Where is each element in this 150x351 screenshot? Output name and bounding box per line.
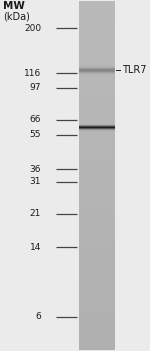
- Bar: [79, 315, 115, 321]
- Bar: [79, 77, 115, 82]
- Text: MW: MW: [3, 1, 25, 11]
- Bar: [79, 199, 115, 205]
- Bar: [79, 140, 115, 146]
- Bar: [79, 24, 115, 30]
- Text: (kDa): (kDa): [3, 11, 30, 21]
- Bar: [79, 263, 115, 269]
- Bar: [79, 344, 115, 350]
- Bar: [79, 1, 115, 350]
- Bar: [79, 176, 115, 181]
- Bar: [79, 30, 115, 36]
- Bar: [79, 53, 115, 59]
- Bar: [79, 7, 115, 12]
- Bar: [79, 181, 115, 187]
- Bar: [79, 82, 115, 88]
- Text: 200: 200: [24, 24, 41, 33]
- Bar: [79, 164, 115, 170]
- Bar: [79, 123, 115, 129]
- Text: 36: 36: [30, 165, 41, 174]
- Bar: [79, 170, 115, 176]
- Bar: [79, 280, 115, 286]
- Bar: [79, 292, 115, 298]
- Bar: [79, 245, 115, 251]
- Text: TLR7: TLR7: [122, 65, 146, 75]
- Bar: [79, 71, 115, 77]
- Text: 116: 116: [24, 69, 41, 78]
- Bar: [79, 222, 115, 228]
- Bar: [79, 111, 115, 117]
- Bar: [79, 193, 115, 199]
- Bar: [79, 304, 115, 310]
- Bar: [79, 152, 115, 158]
- Bar: [79, 135, 115, 140]
- Bar: [79, 216, 115, 222]
- Bar: [79, 41, 115, 47]
- Bar: [79, 286, 115, 292]
- Bar: [79, 100, 115, 106]
- Bar: [79, 1, 115, 7]
- Bar: [79, 94, 115, 100]
- Bar: [79, 18, 115, 24]
- Bar: [79, 251, 115, 257]
- Bar: [79, 321, 115, 327]
- Bar: [79, 240, 115, 245]
- Bar: [79, 59, 115, 65]
- Bar: [79, 257, 115, 263]
- Text: 6: 6: [35, 312, 41, 322]
- Bar: [79, 187, 115, 193]
- Bar: [79, 47, 115, 53]
- Bar: [79, 146, 115, 152]
- Bar: [79, 12, 115, 18]
- Bar: [79, 117, 115, 123]
- Bar: [79, 310, 115, 315]
- Bar: [79, 339, 115, 344]
- Text: 14: 14: [30, 243, 41, 252]
- Bar: [79, 129, 115, 135]
- Bar: [79, 228, 115, 234]
- Bar: [79, 158, 115, 164]
- Bar: [79, 106, 115, 111]
- Bar: [79, 274, 115, 280]
- Bar: [79, 298, 115, 304]
- Bar: [79, 88, 115, 94]
- Text: 31: 31: [30, 177, 41, 186]
- Bar: [79, 234, 115, 240]
- Bar: [79, 65, 115, 71]
- Bar: [79, 327, 115, 333]
- Bar: [79, 211, 115, 216]
- Bar: [79, 269, 115, 274]
- Text: 97: 97: [30, 84, 41, 92]
- Bar: [79, 333, 115, 339]
- Text: 66: 66: [30, 115, 41, 124]
- Bar: [79, 205, 115, 211]
- Text: 55: 55: [30, 130, 41, 139]
- Text: 21: 21: [30, 209, 41, 218]
- Bar: [79, 36, 115, 41]
